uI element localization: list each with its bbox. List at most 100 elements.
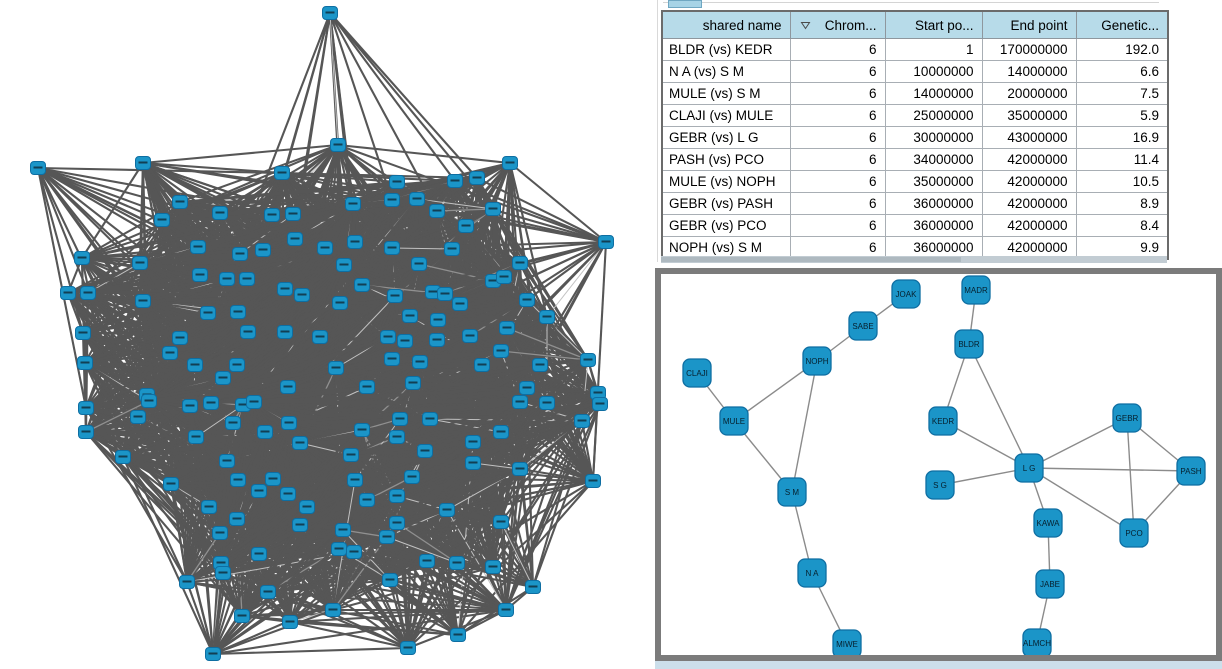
network-node[interactable]: [280, 487, 296, 501]
cell-shared-name[interactable]: GEBR (vs) PCO: [661, 214, 791, 237]
network-node[interactable]: [354, 423, 370, 437]
network-node[interactable]: [458, 219, 474, 233]
network-node[interactable]: [130, 410, 146, 424]
network-node[interactable]: [240, 325, 256, 339]
cell-shared-name[interactable]: GEBR (vs) L G: [661, 126, 791, 149]
table-horizontal-scrollbar[interactable]: [661, 256, 1167, 263]
network-node[interactable]: [429, 333, 445, 347]
network-node[interactable]: [574, 414, 590, 428]
network-node[interactable]: [493, 425, 509, 439]
network-node[interactable]: [328, 361, 344, 375]
network-node[interactable]: [474, 358, 490, 372]
network-node-gebr[interactable]: GEBR: [1112, 403, 1142, 433]
network-node[interactable]: [225, 416, 241, 430]
cell-value[interactable]: 42000000: [981, 170, 1077, 193]
network-node-mule[interactable]: MULE: [719, 406, 749, 436]
network-node[interactable]: [332, 296, 348, 310]
network-node[interactable]: [322, 6, 338, 20]
network-node[interactable]: [179, 575, 195, 589]
network-node-kawa[interactable]: KAWA: [1033, 508, 1063, 538]
network-node[interactable]: [417, 444, 433, 458]
cell-shared-name[interactable]: GEBR (vs) PASH: [661, 192, 791, 215]
network-node[interactable]: [255, 243, 271, 257]
cell-value[interactable]: 30000000: [884, 126, 983, 149]
network-node[interactable]: [439, 503, 455, 517]
network-node[interactable]: [219, 454, 235, 468]
network-node-l-g[interactable]: L G: [1014, 453, 1044, 483]
cell-value[interactable]: 25000000: [884, 104, 983, 127]
network-node[interactable]: [387, 289, 403, 303]
network-node[interactable]: [78, 401, 94, 415]
network-node[interactable]: [392, 412, 408, 426]
network-node[interactable]: [496, 270, 512, 284]
network-node[interactable]: [465, 456, 481, 470]
cell-value[interactable]: 6: [789, 192, 886, 215]
network-node[interactable]: [203, 396, 219, 410]
network-node[interactable]: [379, 530, 395, 544]
network-node[interactable]: [384, 193, 400, 207]
network-node[interactable]: [187, 358, 203, 372]
network-node[interactable]: [260, 585, 276, 599]
network-node[interactable]: [229, 358, 245, 372]
network-node-sabe[interactable]: SABE: [848, 311, 878, 341]
cell-value[interactable]: 10000000: [884, 60, 983, 83]
network-node[interactable]: [215, 371, 231, 385]
network-node[interactable]: [154, 213, 170, 227]
cell-shared-name[interactable]: PASH (vs) PCO: [661, 148, 791, 171]
network-node[interactable]: [346, 545, 362, 559]
cell-value[interactable]: 8.4: [1075, 214, 1169, 237]
table-row[interactable]: GEBR (vs) PASH 6 36000000 42000000 8.9: [661, 192, 1169, 215]
network-node[interactable]: [512, 395, 528, 409]
cell-value[interactable]: 7.5: [1075, 82, 1169, 105]
network-node[interactable]: [384, 241, 400, 255]
network-node[interactable]: [450, 628, 466, 642]
cell-value[interactable]: 36000000: [884, 214, 983, 237]
network-node[interactable]: [389, 489, 405, 503]
network-node[interactable]: [400, 641, 416, 655]
cell-value[interactable]: 35000000: [884, 170, 983, 193]
network-node[interactable]: [539, 310, 555, 324]
network-node[interactable]: [325, 603, 341, 617]
network-node[interactable]: [30, 161, 46, 175]
network-node[interactable]: [412, 355, 428, 369]
network-node[interactable]: [287, 232, 303, 246]
network-node-pco[interactable]: PCO: [1119, 518, 1149, 548]
network-node[interactable]: [512, 256, 528, 270]
network-node[interactable]: [163, 477, 179, 491]
cell-value[interactable]: 43000000: [981, 126, 1077, 149]
cell-value[interactable]: 35000000: [981, 104, 1077, 127]
network-node[interactable]: [485, 560, 501, 574]
network-node-kedr[interactable]: KEDR: [928, 406, 958, 436]
table-row[interactable]: MULE (vs) NOPH 6 35000000 42000000 10.5: [661, 170, 1169, 193]
network-node[interactable]: [132, 256, 148, 270]
cell-value[interactable]: 14000000: [981, 60, 1077, 83]
network-node-joak[interactable]: JOAK: [891, 279, 921, 309]
cell-value[interactable]: 6: [789, 148, 886, 171]
network-node[interactable]: [257, 425, 273, 439]
table-row[interactable]: MULE (vs) S M 6 14000000 20000000 7.5: [661, 82, 1169, 105]
network-node[interactable]: [230, 305, 246, 319]
network-node[interactable]: [382, 573, 398, 587]
network-node[interactable]: [292, 436, 308, 450]
network-node[interactable]: [277, 282, 293, 296]
network-node[interactable]: [402, 309, 418, 323]
network-node[interactable]: [205, 647, 221, 661]
network-node[interactable]: [201, 500, 217, 514]
network-node[interactable]: [182, 399, 198, 413]
network-node-s-m[interactable]: S M: [777, 477, 807, 507]
network-node[interactable]: [212, 526, 228, 540]
cell-shared-name[interactable]: CLAJI (vs) MULE: [661, 104, 791, 127]
network-node[interactable]: [74, 251, 90, 265]
network-node[interactable]: [251, 547, 267, 561]
scrollbar-thumb[interactable]: [661, 257, 961, 262]
column-header-sharedname[interactable]: shared name: [661, 10, 791, 39]
network-node[interactable]: [519, 293, 535, 307]
cell-shared-name[interactable]: N A (vs) S M: [661, 60, 791, 83]
network-node[interactable]: [493, 515, 509, 529]
network-node[interactable]: [60, 286, 76, 300]
cell-value[interactable]: 6: [789, 214, 886, 237]
network-node[interactable]: [449, 556, 465, 570]
network-node[interactable]: [264, 208, 280, 222]
network-node[interactable]: [493, 344, 509, 358]
